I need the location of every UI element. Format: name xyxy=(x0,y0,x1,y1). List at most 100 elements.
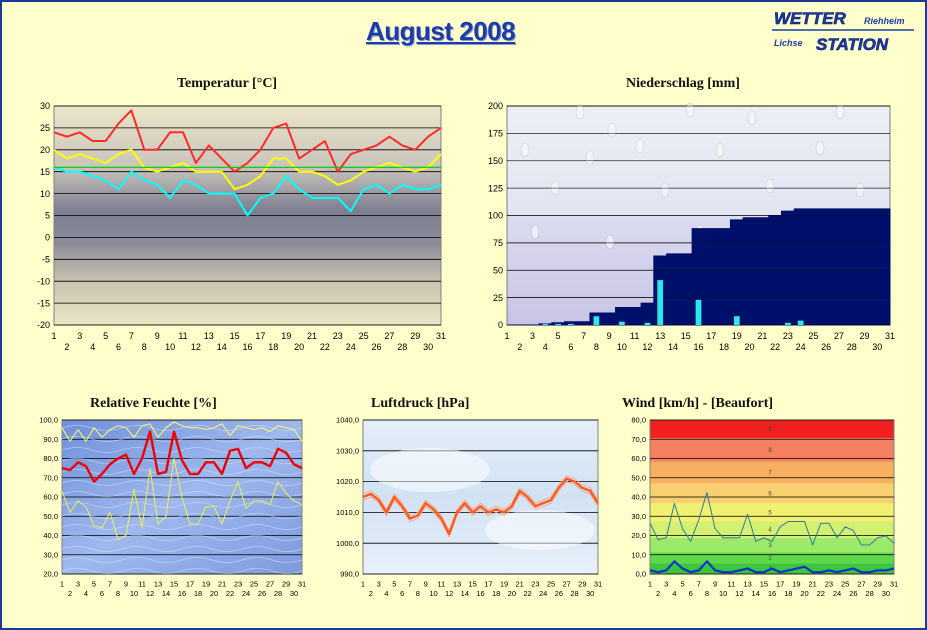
raindrop-icon xyxy=(715,142,725,158)
humidity-x-tick-label: 29 xyxy=(282,580,290,589)
raindrop-icon xyxy=(520,142,530,158)
precipitation-x-tick-label: 17 xyxy=(706,331,716,341)
precipitation-x-tick-label: 23 xyxy=(783,331,793,341)
humidity-y-tick-label: 50,0 xyxy=(43,512,58,521)
temperature-y-tick-label: 30 xyxy=(40,101,50,111)
precipitation-y-tick-label: 125 xyxy=(488,183,503,193)
raindrop-icon xyxy=(747,110,757,126)
humidity-x-tick-label: 12 xyxy=(146,589,154,598)
wind-x-tick-label: 21 xyxy=(808,580,816,589)
wind-beaufort-label: 5 xyxy=(768,510,772,516)
pressure-x-tick-label: 13 xyxy=(453,580,461,589)
wind-beaufort-band xyxy=(650,483,894,504)
raindrop-icon xyxy=(855,182,865,198)
temperature-x-tick-label: 30 xyxy=(423,342,433,352)
pressure-x-tick-label: 14 xyxy=(461,589,469,598)
raindrop-icon xyxy=(585,150,595,166)
temperature-x-tick-label: 23 xyxy=(333,331,343,341)
logo-line4: STATION xyxy=(816,35,889,54)
chart-title-temperature: Temperatur [°C] xyxy=(177,76,278,91)
precipitation-daily-bar xyxy=(593,316,600,325)
humidity-y-tick-label: 20,0 xyxy=(43,570,58,579)
humidity-x-tick-label: 23 xyxy=(234,580,242,589)
pressure-x-tick-label: 6 xyxy=(400,589,404,598)
pressure-x-tick-label: 5 xyxy=(392,580,396,589)
temperature-x-tick-label: 18 xyxy=(268,342,278,352)
precipitation-x-tick-label: 24 xyxy=(796,342,806,352)
wind-beaufort-label: 2 xyxy=(768,556,772,562)
wind-x-tick-label: 17 xyxy=(776,580,784,589)
humidity-x-tick-label: 5 xyxy=(92,580,96,589)
wind-y-tick-label: 50,0 xyxy=(631,473,646,482)
chart-title-humidity: Relative Feuchte [%] xyxy=(90,396,217,411)
precipitation-cumulative-area xyxy=(507,208,891,326)
precipitation-daily-bar xyxy=(644,322,651,325)
precipitation-x-tick-label: 10 xyxy=(617,342,627,352)
wind-beaufort-label: 7 xyxy=(768,471,772,477)
wind-beaufort-label: 8 xyxy=(768,448,772,454)
wind-x-tick-label: 16 xyxy=(768,589,776,598)
humidity-x-tick-label: 18 xyxy=(194,589,202,598)
chart-title-precipitation: Niederschlag [mm] xyxy=(626,76,740,91)
pressure-min-line xyxy=(362,481,599,538)
temperature-x-tick-label: 25 xyxy=(359,331,369,341)
pressure-plot-area xyxy=(362,419,599,575)
pressure-x-tick-label: 18 xyxy=(492,589,500,598)
humidity-series-mittel-line xyxy=(61,430,303,483)
precipitation-x-tick-label: 20 xyxy=(745,342,755,352)
temperature-x-tick-label: 11 xyxy=(178,331,187,341)
wind-y-tick-label: 40,0 xyxy=(631,493,646,502)
humidity-x-tick-label: 2 xyxy=(68,589,72,598)
wind-x-tick-label: 26 xyxy=(849,589,857,598)
humidity-y-tick-label: 30,0 xyxy=(43,550,58,559)
humidity-ripple xyxy=(61,425,303,431)
precipitation-x-tick-label: 12 xyxy=(642,342,652,352)
pressure-x-tick-label: 15 xyxy=(468,580,476,589)
precipitation-upper-band xyxy=(508,107,889,216)
wind-x-tick-label: 7 xyxy=(697,580,701,589)
chart-title-pressure: Luftdruck [hPa] xyxy=(371,396,470,411)
pressure-x-tick-label: 24 xyxy=(539,589,547,598)
temperature-x-tick-label: 27 xyxy=(384,331,394,341)
precipitation-x-tick-label: 21 xyxy=(757,331,767,341)
pressure-cloud xyxy=(485,510,595,550)
wind-x-tick-label: 9 xyxy=(713,580,717,589)
station-logo: WETTER Riehheim Lichse STATION xyxy=(772,9,914,54)
humidity-ripple xyxy=(61,568,303,574)
temperature-x-tick-label: 14 xyxy=(217,342,227,352)
temperature-x-tick-label: 31 xyxy=(436,331,446,341)
precipitation-daily-bar xyxy=(657,280,664,325)
pressure-x-tick-label: 3 xyxy=(377,580,381,589)
precipitation-daily-bar xyxy=(555,323,561,325)
precipitation-x-tick-label: 11 xyxy=(630,331,639,341)
pressure-x-tick-label: 11 xyxy=(437,580,445,589)
raindrop-icon xyxy=(530,224,540,240)
temperature-x-tick-label: 20 xyxy=(294,342,304,352)
precipitation-x-tick-label: 5 xyxy=(556,331,561,341)
humidity-x-tick-label: 7 xyxy=(108,580,112,589)
pressure-x-tick-label: 2 xyxy=(369,589,373,598)
temperature-x-tick-label: 21 xyxy=(307,331,317,341)
wind-beaufort-band xyxy=(650,521,894,538)
precipitation-x-tick-label: 22 xyxy=(770,342,780,352)
precipitation-x-tick-label: 13 xyxy=(655,331,665,341)
precipitation-x-tick-label: 26 xyxy=(821,342,831,352)
wind-y-tick-label: 0,0 xyxy=(636,570,646,579)
wind-x-tick-label: 24 xyxy=(833,589,841,598)
wind-beaufort-band xyxy=(650,461,894,484)
humidity-y-tick-label: 60,0 xyxy=(43,493,58,502)
wind-x-tick-label: 10 xyxy=(719,589,727,598)
wind-y-tick-label: 10,0 xyxy=(631,550,646,559)
precipitation-daily-bar xyxy=(797,320,804,325)
wind-x-tick-label: 31 xyxy=(890,580,898,589)
precipitation-x-tick-label: 9 xyxy=(607,331,612,341)
pressure-x-tick-label: 25 xyxy=(547,580,555,589)
precipitation-x-tick-label: 8 xyxy=(594,342,599,352)
precipitation-x-tick-label: 6 xyxy=(568,342,573,352)
pressure-x-tick-label: 9 xyxy=(424,580,428,589)
wind-x-tick-label: 23 xyxy=(825,580,833,589)
precipitation-daily-bar xyxy=(695,299,702,325)
temperature-series-line xyxy=(53,109,442,173)
pressure-y-tick-label: 1010,0 xyxy=(336,508,359,517)
